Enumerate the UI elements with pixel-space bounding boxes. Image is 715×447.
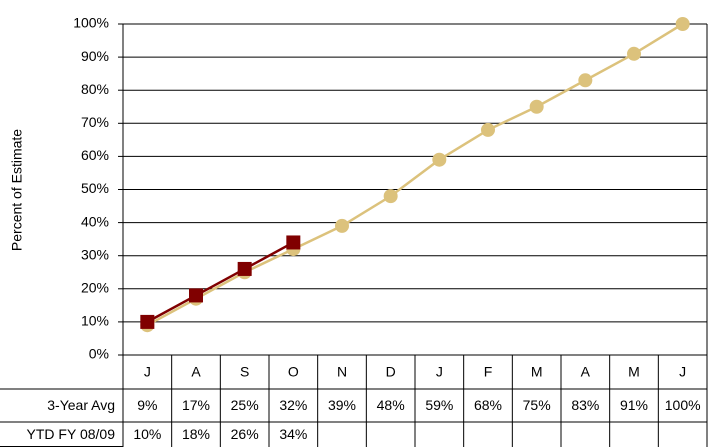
table-cell: 25%	[231, 397, 259, 413]
table-cell: 59%	[425, 397, 453, 413]
marker	[578, 73, 593, 88]
x-tick-label: F	[484, 364, 493, 380]
y-tick-label: 30%	[81, 246, 109, 262]
table-cell: 26%	[231, 426, 259, 442]
series-line	[146, 241, 294, 323]
marker	[383, 189, 398, 204]
marker	[189, 288, 203, 303]
table-cell: 32%	[279, 397, 307, 413]
marker	[627, 46, 641, 61]
table-cell: 18%	[182, 426, 210, 442]
y-tick-label: 60%	[81, 147, 109, 163]
table-cell: 48%	[377, 397, 405, 413]
x-tick-label: M	[628, 364, 640, 380]
table-cell: 34%	[279, 426, 307, 442]
x-tick-label: J	[144, 364, 151, 380]
x-tick-label: O	[288, 364, 299, 380]
table-cell: 91%	[620, 397, 648, 413]
x-tick-label: S	[240, 364, 249, 380]
table-cell: 100%	[665, 397, 701, 413]
marker	[529, 99, 544, 114]
x-tick-label: J	[679, 364, 686, 380]
table-cell: 10%	[133, 426, 161, 442]
y-tick-label: 0%	[89, 346, 109, 362]
y-tick-label: 40%	[81, 213, 109, 229]
y-axis-title: Percent of Estimate	[9, 129, 25, 251]
marker	[237, 261, 252, 276]
y-tick-label: 80%	[81, 81, 109, 97]
table-row-label: 3-Year Avg	[47, 397, 115, 413]
x-tick-label: A	[581, 364, 591, 380]
y-tick-label: 10%	[81, 313, 109, 329]
table-cell: 83%	[571, 397, 599, 413]
table-row-label: YTD FY 08/09	[27, 426, 116, 442]
x-tick-label: N	[337, 364, 347, 380]
y-tick-label: 20%	[81, 280, 109, 296]
x-tick-label: D	[386, 364, 396, 380]
marker	[286, 235, 301, 250]
y-tick-label: 50%	[81, 180, 109, 196]
series-line	[146, 22, 684, 327]
table-cell: 75%	[523, 397, 551, 413]
marker	[481, 122, 495, 137]
y-tick-label: 90%	[81, 48, 109, 64]
x-tick-label: M	[531, 364, 543, 380]
table-cell: 68%	[474, 397, 502, 413]
x-tick-label: J	[436, 364, 443, 380]
marker	[432, 152, 447, 167]
y-tick-label: 70%	[81, 114, 109, 130]
table-cell: 39%	[328, 397, 356, 413]
marker	[140, 314, 155, 329]
table-cell: 17%	[182, 397, 210, 413]
y-tick-label: 100%	[73, 15, 109, 31]
x-tick-label: A	[191, 364, 201, 380]
marker	[335, 218, 349, 233]
table-cell: 9%	[137, 397, 157, 413]
marker	[675, 17, 690, 31]
